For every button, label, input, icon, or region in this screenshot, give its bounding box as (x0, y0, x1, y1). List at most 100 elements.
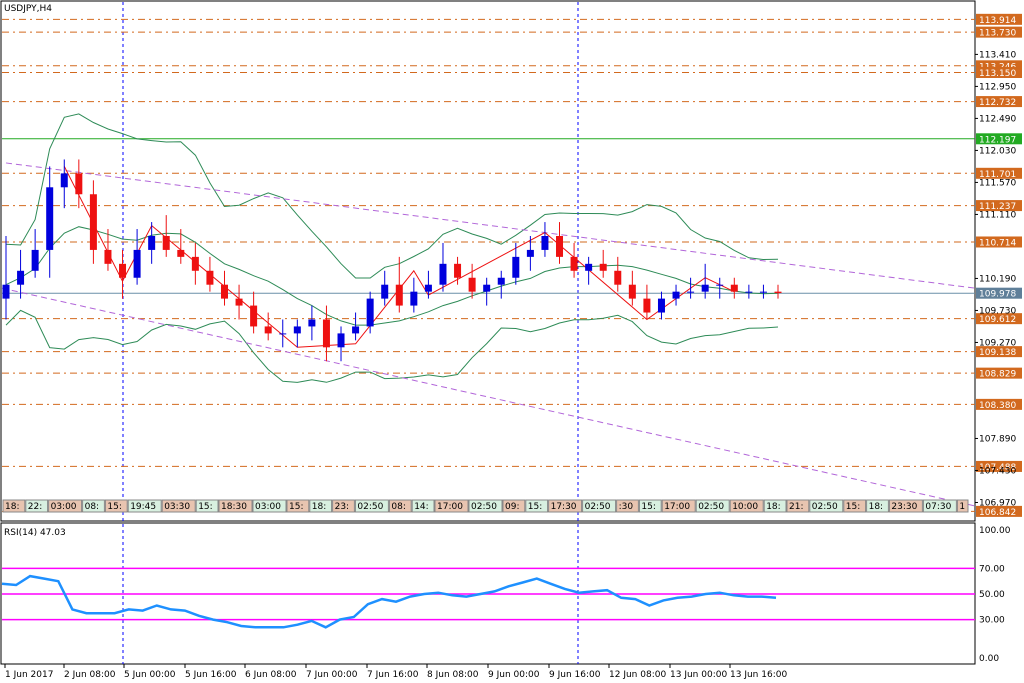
x-tick-label: 8 Jun 08:00 (427, 670, 479, 680)
candle-body (599, 263, 607, 271)
time-label: 09: (505, 502, 519, 512)
level-label-bg (976, 313, 1022, 325)
level-label: 111.237 (979, 202, 1016, 212)
level-label-bg (976, 398, 1022, 410)
time-label: 02:50 (357, 502, 383, 512)
time-label: 23:30 (891, 502, 917, 512)
candle-body (410, 291, 418, 306)
time-label-box (252, 499, 287, 513)
candle-body (701, 284, 709, 292)
candle-body (556, 235, 564, 257)
candle-body (512, 256, 520, 278)
time-label-box (48, 499, 83, 513)
level-label: 106.842 (979, 508, 1016, 518)
x-tick-label: 13 Jun 16:00 (730, 670, 787, 680)
candle-body (89, 194, 97, 250)
x-tick-label: 9 Jun 16:00 (549, 670, 601, 680)
time-label: 15: (641, 502, 655, 512)
y-tick-label: 109.730 (979, 306, 1016, 316)
candle-body (17, 270, 25, 285)
time-label-box (411, 499, 435, 513)
level-label: 112.732 (979, 98, 1016, 108)
time-label: 10:00 (732, 502, 758, 512)
time-label-box (729, 499, 764, 513)
time-label: 21: (789, 502, 803, 512)
time-label: 03:30 (164, 502, 190, 512)
time-label-box (332, 499, 355, 513)
time-label-box (763, 499, 787, 513)
y-tick-label: 113.410 (979, 50, 1016, 60)
time-label-box (82, 499, 105, 513)
level-label: 111.701 (979, 170, 1016, 180)
y-tick-label: 107.890 (979, 434, 1016, 444)
x-tick-label: 12 Jun 08:00 (609, 670, 666, 680)
main-chart-frame (0, 0, 976, 522)
level-label: 108.829 (979, 370, 1016, 380)
x-tick-label: 7 Jun 16:00 (367, 670, 419, 680)
candle-body (395, 284, 403, 306)
time-label: :30 (619, 502, 634, 512)
time-label-box (638, 499, 662, 513)
candle-body (483, 284, 491, 292)
time-label: 14: (414, 502, 428, 512)
x-tick-label: 2 Jun 08:00 (64, 670, 116, 680)
candle-body (133, 249, 141, 278)
time-label-box (502, 499, 526, 513)
rsi-tick-label: 0.00 (979, 654, 999, 664)
level-label-bg (976, 460, 1022, 472)
level-label-bg (976, 60, 1022, 72)
time-label-box (25, 499, 49, 513)
time-label-box (786, 499, 810, 513)
y-tick-label: 112.490 (979, 114, 1016, 124)
candle-body (46, 187, 54, 250)
time-label: 15: (198, 502, 212, 512)
rsi-layer: 100.00 70.00 50.00 30.00 0.00 (1, 526, 1011, 664)
time-label-box (866, 499, 889, 513)
y-tick-label: 112.030 (979, 146, 1016, 156)
time-label-box (161, 499, 196, 513)
time-label: 15: (289, 502, 303, 512)
time-label: 07:30 (925, 502, 951, 512)
time-label: 03:00 (51, 502, 77, 512)
x-tick-label: 5 Jun 00:00 (124, 670, 176, 680)
bollinger-bands-layer (5, 113, 779, 383)
level-label: 110.714 (979, 238, 1016, 248)
candle-body (264, 326, 272, 334)
time-label: 18: (766, 502, 780, 512)
time-label-box (388, 499, 412, 513)
symbol-title: USDJPY,H4 (4, 4, 52, 14)
level-label: 109.138 (979, 348, 1016, 358)
candle-body (162, 235, 170, 250)
y-tick-label: 110.190 (979, 274, 1016, 284)
candle-body (191, 256, 199, 271)
candles-layer (2, 159, 782, 362)
time-label: 02:50 (585, 502, 611, 512)
time-label-box (2, 499, 26, 513)
candle-body (206, 270, 214, 285)
candle-body (672, 291, 680, 299)
level-label-bg (976, 66, 1022, 78)
candle-body (454, 263, 462, 278)
candle-body (322, 319, 330, 348)
time-label-box (104, 499, 128, 513)
time-label-box (661, 499, 696, 513)
y-tick-label: 109.270 (979, 338, 1016, 348)
time-label: 23: (335, 502, 349, 512)
candle-body (60, 173, 68, 188)
x-tick-label: 5 Jun 16:00 (185, 670, 237, 680)
level-label-bg (976, 167, 1022, 179)
level-label-bg (976, 96, 1022, 108)
candle-body (250, 305, 258, 327)
time-label: 18:30 (221, 502, 247, 512)
rsi-line (1, 574, 777, 629)
candle-body (570, 256, 578, 271)
candle-body (687, 291, 695, 293)
level-label-bg (976, 200, 1022, 212)
time-label-bar: 18: 22: 03:00 08: 15: 19:45 03:30 15: 18:30 03:00… (2, 499, 969, 513)
candle-body (745, 291, 753, 293)
candle-body (308, 319, 316, 327)
candle-body (177, 249, 185, 257)
candle-body (31, 249, 39, 271)
level-label-bg (976, 346, 1022, 358)
